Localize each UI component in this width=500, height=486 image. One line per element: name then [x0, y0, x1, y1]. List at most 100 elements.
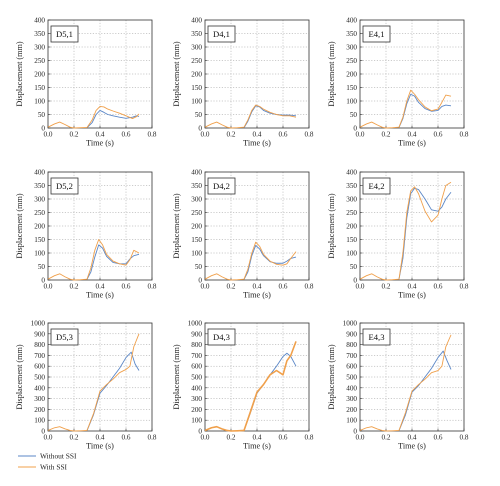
x-axis-label: Time (s)	[398, 139, 426, 148]
x-tick-label: 0.2	[382, 434, 391, 442]
y-tick-label: 700	[346, 352, 357, 360]
y-tick-label: 400	[191, 169, 202, 177]
x-tick-label: 0.0	[201, 131, 210, 139]
y-tick-label: 350	[346, 30, 357, 38]
y-tick-label: 400	[346, 169, 357, 177]
y-tick-label: 0	[198, 125, 202, 133]
x-tick-label: 0.6	[279, 131, 288, 139]
y-tick-label: 150	[34, 84, 45, 92]
y-axis-label: Displacement (mm)	[15, 193, 24, 259]
y-tick-label: 150	[346, 236, 357, 244]
y-tick-label: 400	[346, 17, 357, 25]
chart-panels: 0.0 0.2 0.4 0.6 0.8 0 50 100 150 200 250 300 350 400 T…	[15, 17, 469, 451]
y-tick-label: 800	[34, 341, 45, 349]
panel-title-box	[207, 328, 236, 346]
x-tick-label: 0.8	[460, 434, 469, 442]
legend: Without SSI With SSI	[18, 452, 77, 472]
y-axis-label: Displacement (mm)	[15, 344, 24, 410]
y-tick-label: 400	[34, 384, 45, 392]
y-axis-label: Displacement (mm)	[15, 41, 24, 107]
x-tick-label: 0.8	[305, 283, 314, 291]
panel-d4-3: 0.0 0.2 0.4 0.6 0.8 0 100 200 300 400 500 600 700 800…	[172, 320, 314, 451]
x-tick-label: 0.0	[44, 131, 53, 139]
y-tick-label: 300	[191, 196, 202, 204]
y-tick-label: 0	[41, 125, 45, 133]
x-axis-label: Time (s)	[243, 442, 271, 451]
panel-e4-2: 0.0 0.2 0.4 0.6 0.8 0 50 100 150 200 250 300 350 400 T…	[327, 169, 469, 300]
y-tick-label: 200	[346, 223, 357, 231]
x-tick-label: 0.2	[70, 131, 79, 139]
x-tick-label: 0.4	[253, 434, 262, 442]
x-tick-label: 0.8	[305, 434, 314, 442]
x-axis-label: Time (s)	[398, 442, 426, 451]
panel-title: D4,2	[213, 181, 230, 191]
y-tick-label: 0	[353, 428, 357, 436]
x-tick-label: 0.6	[279, 434, 288, 442]
panel-title: E4,1	[369, 29, 385, 39]
x-tick-label: 0.0	[356, 434, 365, 442]
y-tick-label: 350	[346, 182, 357, 190]
x-tick-label: 0.4	[253, 283, 262, 291]
panel-title-box	[207, 25, 236, 43]
y-tick-label: 900	[346, 330, 357, 338]
y-tick-label: 150	[191, 84, 202, 92]
x-axis-label: Time (s)	[243, 139, 271, 148]
x-tick-label: 0.8	[460, 283, 469, 291]
panel-d5-1: 0.0 0.2 0.4 0.6 0.8 0 50 100 150 200 250 300 350 400 T…	[15, 17, 157, 148]
y-tick-label: 150	[191, 236, 202, 244]
y-axis-label: Displacement (mm)	[172, 193, 181, 259]
y-tick-label: 900	[191, 330, 202, 338]
y-axis-label: Displacement (mm)	[172, 41, 181, 107]
panel-e4-1: 0.0 0.2 0.4 0.6 0.8 0 50 100 150 200 250 300 350 400 T…	[327, 17, 469, 148]
x-tick-label: 0.0	[201, 283, 210, 291]
panel-e4-3: 0.0 0.2 0.4 0.6 0.8 0 100 200 300 400 500 600 700 800…	[327, 320, 469, 451]
y-tick-label: 300	[346, 196, 357, 204]
panel-title-box	[50, 25, 79, 43]
panel-d5-2: 0.0 0.2 0.4 0.6 0.8 0 50 100 150 200 250 300 350 400 T…	[15, 169, 157, 300]
x-tick-label: 0.4	[408, 131, 417, 139]
y-tick-label: 200	[191, 223, 202, 231]
x-tick-label: 0.2	[227, 131, 236, 139]
x-tick-label: 0.0	[44, 434, 53, 442]
y-tick-label: 200	[346, 71, 357, 79]
x-tick-label: 0.8	[460, 131, 469, 139]
y-tick-label: 700	[34, 352, 45, 360]
y-axis-label: Displacement (mm)	[327, 41, 336, 107]
x-tick-label: 0.6	[122, 283, 131, 291]
y-tick-label: 50	[195, 111, 203, 119]
x-axis-label: Time (s)	[243, 291, 271, 300]
y-tick-label: 600	[191, 363, 202, 371]
y-tick-label: 200	[34, 223, 45, 231]
y-tick-label: 500	[191, 374, 202, 382]
series-line-without-ssi	[398, 93, 452, 128]
y-tick-label: 250	[346, 57, 357, 65]
y-tick-label: 350	[34, 30, 45, 38]
series-line-with-ssi	[359, 89, 452, 129]
series-line-without-ssi	[243, 244, 297, 280]
panel-title: D5,1	[56, 29, 73, 39]
y-tick-label: 50	[350, 263, 358, 271]
y-tick-label: 300	[346, 395, 357, 403]
y-tick-label: 900	[34, 330, 45, 338]
y-tick-label: 200	[34, 406, 45, 414]
y-tick-label: 100	[191, 98, 202, 106]
x-tick-label: 0.4	[96, 131, 105, 139]
x-tick-label: 0.2	[382, 283, 391, 291]
y-tick-label: 200	[191, 71, 202, 79]
panel-title-box	[362, 328, 391, 346]
y-tick-label: 400	[346, 384, 357, 392]
y-tick-label: 100	[346, 417, 357, 425]
y-tick-label: 300	[346, 44, 357, 52]
panel-title: D4,1	[213, 29, 230, 39]
y-tick-label: 250	[191, 57, 202, 65]
x-tick-label: 0.8	[148, 131, 157, 139]
panel-d4-1: 0.0 0.2 0.4 0.6 0.8 0 50 100 150 200 250 300 350 400 T…	[172, 17, 314, 148]
panel-title-box	[50, 328, 79, 346]
series-line-without-ssi	[398, 350, 452, 431]
y-tick-label: 300	[191, 44, 202, 52]
x-tick-label: 0.0	[356, 283, 365, 291]
y-tick-label: 250	[34, 57, 45, 65]
y-tick-label: 0	[198, 277, 202, 285]
x-tick-label: 0.2	[227, 434, 236, 442]
x-tick-label: 0.2	[382, 131, 391, 139]
